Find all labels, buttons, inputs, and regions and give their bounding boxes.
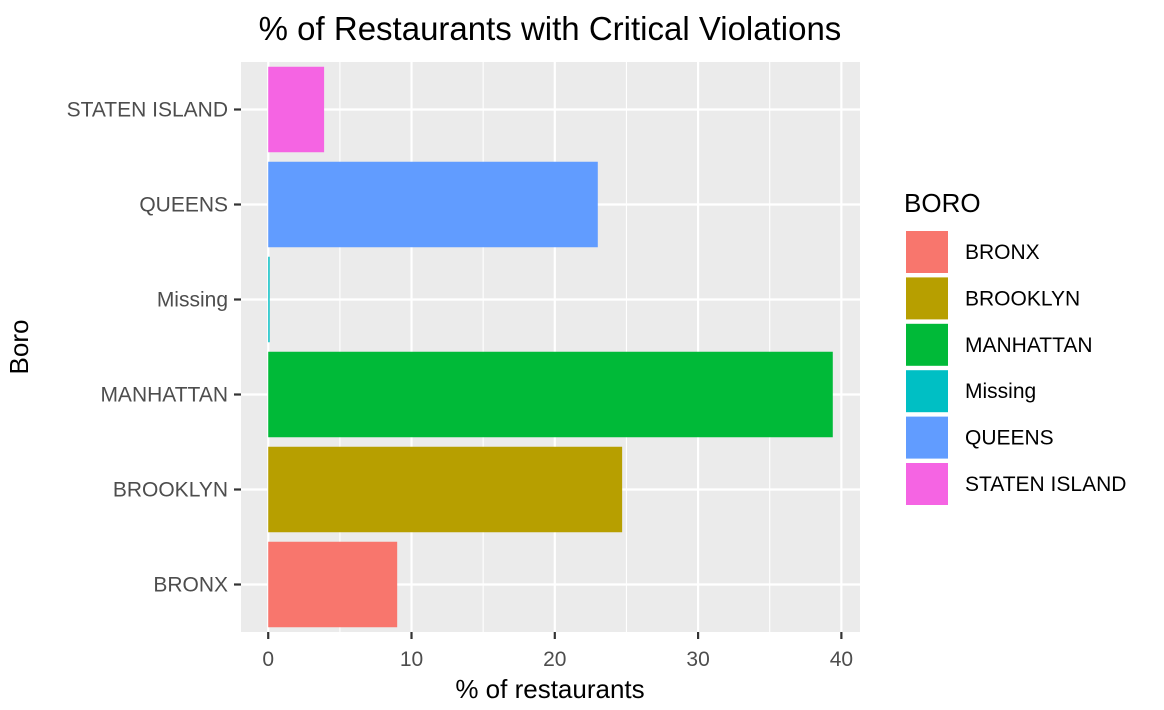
plot-panel: [241, 62, 860, 632]
x-tick-label: 40: [830, 648, 853, 671]
x-tick-label: 0: [262, 648, 274, 671]
chart-title: % of Restaurants with Critical Violation…: [259, 10, 842, 47]
y-tick-label: QUEENS: [139, 194, 228, 217]
y-axis-ticks: BRONX BROOKLYN MANHATTAN Missing QUEENS STATE…: [67, 99, 241, 597]
bar-manhattan: [268, 351, 833, 438]
y-tick-label: MANHATTAN: [100, 384, 228, 407]
legend-label: Missing: [965, 380, 1036, 403]
x-tick-label: 30: [686, 648, 709, 671]
legend-title: BORO: [904, 188, 981, 218]
legend-key: [906, 370, 948, 413]
legend-label: QUEENS: [965, 427, 1054, 450]
y-axis-title: Boro: [4, 320, 34, 375]
bar-bronx: [268, 541, 398, 628]
bar-staten-island: [268, 66, 325, 153]
y-tick-label: Missing: [157, 289, 228, 312]
legend-key: [906, 416, 948, 459]
legend-key: [906, 323, 948, 366]
y-tick-label: STATEN ISLAND: [67, 99, 228, 122]
y-tick-label: BROOKLYN: [113, 479, 228, 502]
legend: BORO BRONX BROOKLYN MANHATTAN Missing QUEENS…: [904, 188, 1126, 505]
bar-queens: [268, 161, 598, 248]
legend-key: [906, 277, 948, 320]
legend-label: STATEN ISLAND: [965, 473, 1126, 496]
bar-brooklyn: [268, 446, 623, 533]
legend-key: [906, 463, 948, 505]
x-axis-ticks: 0 10 20 30 40: [262, 632, 853, 671]
bar-missing: [268, 256, 270, 343]
legend-key: [906, 231, 948, 273]
x-axis-title: % of restaurants: [455, 674, 644, 704]
bars: [268, 66, 833, 628]
legend-label: BRONX: [965, 241, 1040, 264]
x-tick-label: 10: [400, 648, 423, 671]
y-tick-label: BRONX: [153, 574, 228, 597]
legend-label: MANHATTAN: [965, 334, 1093, 357]
legend-label: BROOKLYN: [965, 287, 1080, 310]
x-tick-label: 20: [543, 648, 566, 671]
